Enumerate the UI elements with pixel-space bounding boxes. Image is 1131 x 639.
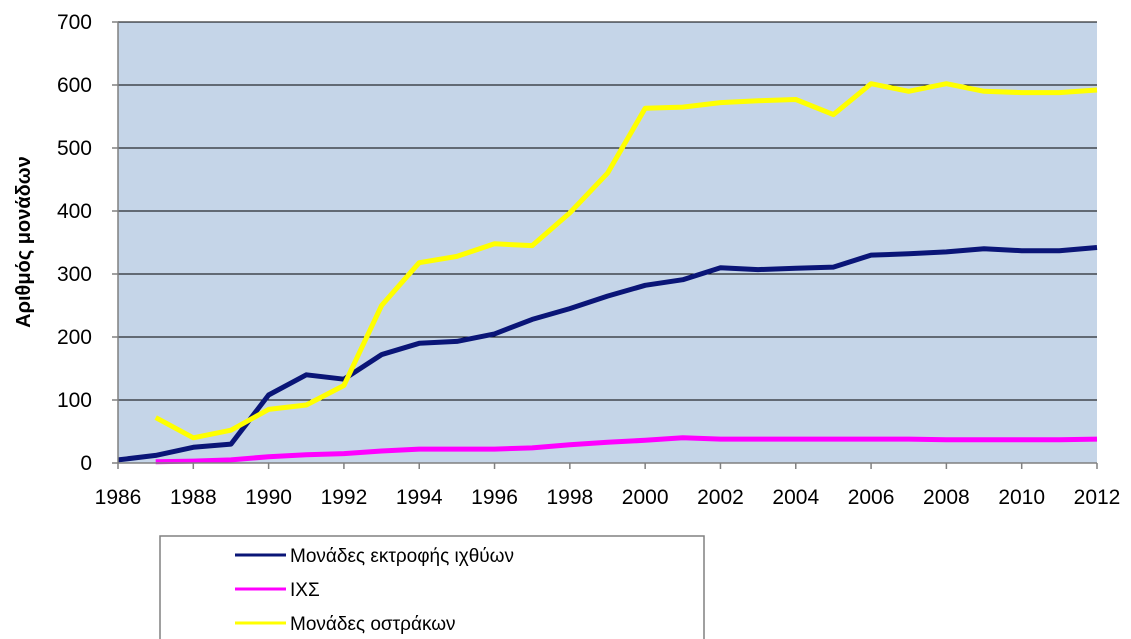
x-tick-label: 1988 — [170, 486, 217, 509]
legend-items: Μονάδες εκτροφής ιχθύων ΙΧΣ Μονάδες οστράκ… — [235, 546, 514, 635]
y-tick-label: 400 — [57, 200, 92, 223]
y-tick-label: 200 — [57, 326, 92, 349]
x-tick-label: 1998 — [546, 486, 593, 509]
x-tick-labels: 1986 1988 1990 1992 1994 1996 1998 2000 2002 2004… — [95, 463, 1121, 509]
x-tick-label: 1990 — [245, 486, 292, 509]
x-tick-label: 2006 — [848, 486, 895, 509]
legend-label: Μονάδες εκτροφής ιχθύων — [290, 546, 514, 567]
x-tick-label: 2000 — [622, 486, 669, 509]
legend-label: ΙΧΣ — [290, 580, 320, 601]
y-tick-label: 500 — [57, 137, 92, 160]
y-tick-label: 100 — [57, 389, 92, 412]
x-tick-label: 2002 — [697, 486, 744, 509]
x-tick-label: 1996 — [471, 486, 518, 509]
axes — [117, 22, 1097, 464]
y-tick-label: 600 — [57, 74, 92, 97]
y-tick-labels: 0 100 200 300 400 500 600 700 — [57, 11, 118, 475]
series-line-3 — [154, 81, 1098, 441]
x-tick-label: 1994 — [396, 486, 443, 509]
series-line-2 — [155, 435, 1098, 465]
series-lines — [117, 81, 1098, 465]
y-tick-label: 0 — [80, 452, 92, 475]
x-tick-label: 2010 — [998, 486, 1045, 509]
y-tick-label: 300 — [57, 263, 92, 286]
x-tick-label: 1986 — [95, 486, 142, 509]
x-tick-label: 1992 — [321, 486, 368, 509]
x-tick-label: 2004 — [772, 486, 819, 509]
x-tick-label: 2008 — [923, 486, 970, 509]
legend-label: Μονάδες οστράκων — [290, 614, 456, 635]
legend: Μονάδες εκτροφής ιχθύων ΙΧΣ Μονάδες οστράκ… — [159, 535, 705, 639]
y-axis-title: Αριθμός μονάδων — [13, 156, 35, 328]
y-tick-label: 700 — [57, 11, 92, 34]
series-line-1 — [117, 245, 1098, 463]
x-tick-label: 2012 — [1074, 486, 1121, 509]
